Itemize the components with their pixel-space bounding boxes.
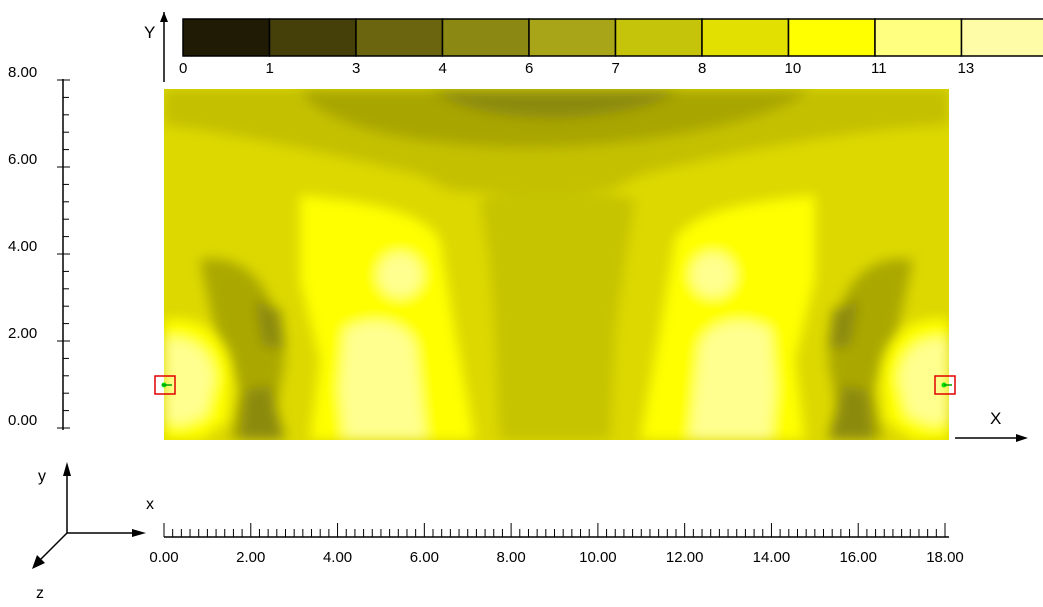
colorbar-tick-label: 1 [266, 60, 274, 77]
colorbar-cell [616, 19, 703, 56]
colorbar-cell [356, 19, 443, 56]
y-ruler: 8.00 6.00 4.00 2.00 0.00 [8, 64, 70, 430]
triad-x-arrow [132, 529, 146, 537]
plot-x-axis: X [955, 409, 1028, 442]
colorbar-tick-label: 4 [439, 60, 447, 77]
triad-z-axis [38, 533, 67, 562]
x-ruler-label: 10.00 [579, 549, 617, 566]
triad-z-label: z [36, 585, 44, 602]
y-ruler-label: 2.00 [8, 325, 37, 342]
colorbar-axis-arrow [160, 12, 168, 22]
contour-right-pale-spot [691, 253, 735, 297]
colorbar-tick-label: 7 [612, 60, 620, 77]
colorbar-tick-label: 11 [871, 60, 887, 77]
colorbar-tick-label: 0 [179, 60, 187, 77]
x-ruler-label: 6.00 [410, 549, 439, 566]
contour-left-pale-spot [378, 253, 422, 297]
x-ruler-label: 12.00 [666, 549, 704, 566]
colorbar-cell [962, 19, 1043, 56]
x-ruler-labels: 0.00 2.00 4.00 6.00 8.00 10.00 12.00 14.00 16.00… [149, 549, 963, 566]
plot-x-axis-label: X [990, 409, 1001, 428]
plot-x-axis-arrow [1016, 434, 1028, 442]
y-ruler-ticks [57, 80, 70, 428]
x-ruler-ticks [164, 523, 945, 537]
x-ruler-label: 18.00 [926, 549, 964, 566]
y-ruler-label: 0.00 [8, 412, 37, 429]
y-ruler-label: 4.00 [8, 238, 37, 255]
colorbar-cell [270, 19, 357, 56]
colorbar-cell [443, 19, 530, 56]
colorbar-tick-label: 6 [525, 60, 533, 77]
y-ruler-labels: 8.00 6.00 4.00 2.00 0.00 [8, 64, 37, 429]
colorbar-cells [183, 19, 1043, 56]
x-ruler-label: 0.00 [149, 549, 178, 566]
x-ruler-label: 2.00 [236, 549, 265, 566]
x-ruler-label: 4.00 [323, 549, 352, 566]
triad-y-arrow [63, 462, 71, 476]
x-ruler: 0.00 2.00 4.00 6.00 8.00 10.00 12.00 14.00 16.00… [149, 523, 963, 566]
triad-y-label: y [38, 468, 46, 485]
colorbar-cell [529, 19, 616, 56]
y-ruler-label: 8.00 [8, 64, 37, 81]
x-ruler-label: 8.00 [497, 549, 526, 566]
y-ruler-label: 6.00 [8, 151, 37, 168]
colorbar-axis-label: Y [144, 23, 155, 42]
colorbar-tick-label: 8 [698, 60, 706, 77]
x-ruler-label: 16.00 [839, 549, 877, 566]
colorbar-cell [183, 19, 270, 56]
colorbar-cell [789, 19, 876, 56]
colorbar-tick-label: 10 [785, 60, 802, 77]
coordinate-triad: y x z [32, 462, 154, 602]
colorbar-tick-label: 13 [958, 60, 975, 77]
colorbar-tick-label: 3 [352, 60, 360, 77]
triad-x-label: x [146, 496, 154, 513]
contour-plot [164, 89, 949, 440]
x-ruler-label: 14.00 [753, 549, 791, 566]
colorbar-cell [875, 19, 962, 56]
colorbar-cell [702, 19, 789, 56]
